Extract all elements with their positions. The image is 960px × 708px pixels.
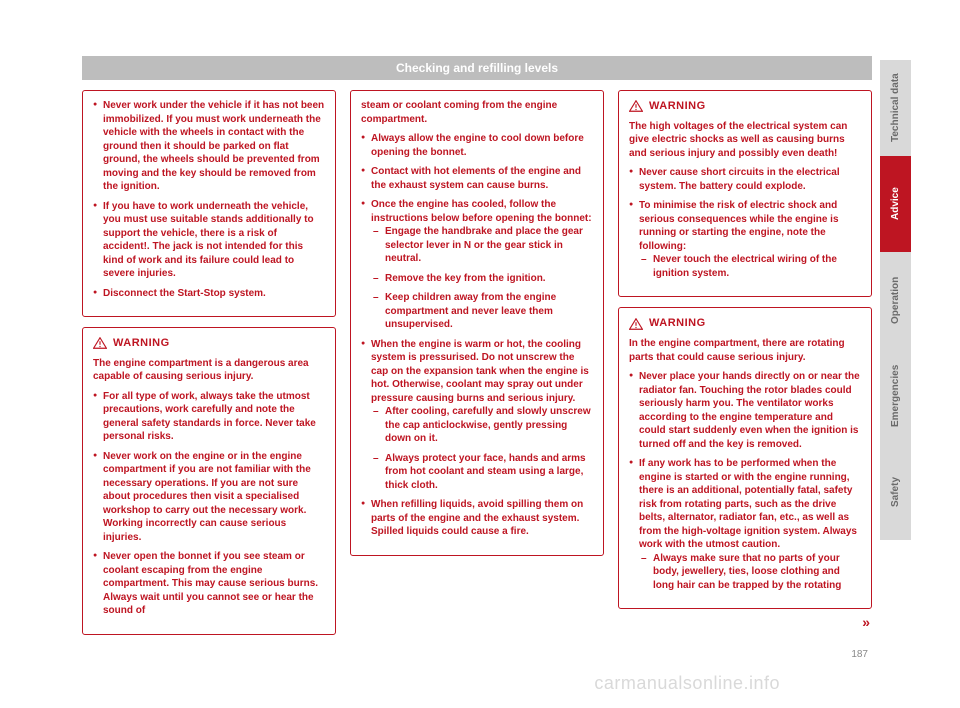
bullet-item: Contact with hot elements of the engine … [361,165,593,192]
bullet-item: Never work under the vehicle if it has n… [93,99,325,194]
dash-item: After cooling, carefully and slowly unsc… [371,405,593,446]
tab-advice[interactable]: Advice [880,156,912,252]
manual-page: Checking and refilling levels Never work… [82,56,872,664]
warning-intro: The high voltages of the electrical syst… [629,120,861,161]
bullet-item: If any work has to be performed when the… [629,457,861,592]
warning-header: WARNING [629,99,861,114]
warning-intro: In the engine compartment, there are rot… [629,337,861,364]
dash-item: Keep children away from the engine compa… [371,291,593,332]
dash-item: Never touch the electrical wiring of the… [639,253,861,280]
bullet-item: Always allow the engine to cool down bef… [361,132,593,159]
bullet-item: Once the engine has cooled, follow the i… [361,198,593,332]
bullet-item: If you have to work underneath the vehic… [93,200,325,281]
warning-triangle-icon [93,337,107,349]
column-3: WARNING The high voltages of the electri… [618,90,872,635]
warning-label: WARNING [649,316,706,331]
warning-box: WARNING In the engine compartment, there… [618,307,872,609]
bullet-item: When the engine is warm or hot, the cool… [361,338,593,493]
column-1: Never work under the vehicle if it has n… [82,90,336,635]
warning-box-continued: steam or coolant coming from the engine … [350,90,604,556]
bullet-item: Never open the bonnet if you see steam o… [93,550,325,618]
tab-technical-data[interactable]: Technical data [880,60,912,156]
warning-label: WARNING [649,99,706,114]
page-title: Checking and refilling levels [82,56,872,80]
bullet-item: Disconnect the Start-Stop system. [93,287,325,301]
warning-box: WARNING The engine compartment is a dang… [82,327,336,635]
warning-header: WARNING [629,316,861,331]
bullet-item: To minimise the risk of electric shock a… [629,199,861,280]
page-number: 187 [851,649,868,660]
bullet-item: For all type of work, always take the ut… [93,390,325,444]
bullet-item: Never place your hands directly on or ne… [629,370,861,451]
continuation-marker: » [862,614,868,630]
dash-item: Always protect your face, hands and arms… [371,452,593,493]
dash-item: Engage the handbrake and place the gear … [371,225,593,266]
tab-operation[interactable]: Operation [880,252,912,348]
dash-item: Remove the key from the ignition. [371,272,593,286]
section-tabs: Technical data Advice Operation Emergenc… [880,60,912,540]
warning-header: WARNING [93,336,325,351]
tab-emergencies[interactable]: Emergencies [880,348,912,444]
warning-triangle-icon [629,318,643,330]
watermark-text: carmanualsonline.info [594,673,780,694]
column-2: steam or coolant coming from the engine … [350,90,604,635]
warning-triangle-icon [629,100,643,112]
continued-text: steam or coolant coming from the engine … [361,99,593,126]
dash-item: Always make sure that no parts of your b… [639,552,861,593]
warning-label: WARNING [113,336,170,351]
tab-safety[interactable]: Safety [880,444,912,540]
warning-box-continuation: Never work under the vehicle if it has n… [82,90,336,317]
bullet-item: When refilling liquids, avoid spilling t… [361,498,593,539]
content-columns: Never work under the vehicle if it has n… [82,90,872,635]
bullet-item: Never cause short circuits in the electr… [629,166,861,193]
bullet-item: Never work on the engine or in the engin… [93,450,325,545]
warning-intro: The engine compartment is a dangerous ar… [93,357,325,384]
warning-box: WARNING The high voltages of the electri… [618,90,872,297]
